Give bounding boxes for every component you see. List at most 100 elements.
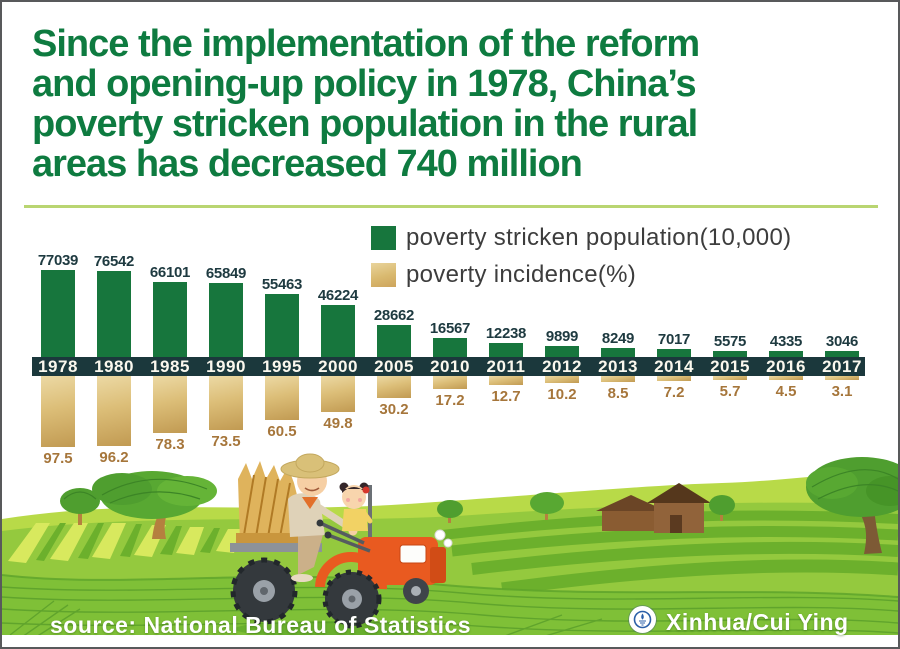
year-axis-label: 2016	[766, 357, 806, 376]
incidence-bar	[209, 376, 243, 430]
population-value-label: 76542	[93, 253, 135, 270]
population-value-label: 16567	[429, 320, 471, 337]
incidence-bar	[377, 376, 411, 398]
incidence-bar	[489, 376, 523, 385]
incidence-bar	[153, 376, 187, 433]
legend-label: poverty stricken population(10,000)	[406, 224, 792, 251]
year-axis-label: 1978	[38, 357, 78, 376]
incidence-value-label: 73.5	[211, 433, 241, 450]
population-value-label: 55463	[261, 276, 303, 293]
incidence-bar	[97, 376, 131, 446]
engine-body	[315, 519, 453, 590]
population-bar	[41, 270, 75, 357]
population-bar	[825, 351, 859, 357]
population-value-label: 4335	[769, 333, 803, 350]
year-axis-label: 2000	[318, 357, 358, 376]
incidence-value-label: 4.5	[775, 383, 797, 400]
chart-legend: poverty stricken population(10,000) pove…	[371, 224, 791, 298]
population-bar	[713, 351, 747, 357]
year-axis-label: 2017	[822, 357, 862, 376]
center-small-trees	[437, 492, 735, 523]
tan-swatch-icon	[371, 263, 396, 287]
incidence-value-label: 3.1	[831, 383, 853, 400]
incidence-bar	[321, 376, 355, 412]
population-bar	[97, 271, 131, 357]
incidence-bar	[769, 376, 803, 380]
year-axis-band	[32, 357, 865, 376]
population-value-label: 12238	[485, 325, 527, 342]
foreground-field	[2, 575, 898, 639]
legend-label: poverty incidence(%)	[406, 261, 637, 288]
legend-item-population: poverty stricken population(10,000)	[371, 224, 791, 252]
year-axis-label: 2015	[710, 357, 750, 376]
year-axis-label: 2014	[654, 357, 694, 376]
page-title: Since the implementation of the reform a…	[32, 24, 880, 184]
population-value-label: 9899	[545, 328, 579, 345]
bottom-margin	[2, 635, 898, 639]
incidence-value-label: 49.8	[323, 415, 353, 432]
incidence-bar	[825, 376, 859, 380]
incidence-value-label: 10.2	[547, 386, 577, 403]
big-left-tree-icon	[92, 471, 217, 539]
xinhua-globe-icon	[629, 606, 656, 633]
field-sketch-lines	[2, 586, 898, 638]
incidence-value-label: 97.5	[43, 450, 73, 467]
incidence-value-label: 60.5	[267, 423, 297, 440]
incidence-value-label: 5.7	[719, 383, 741, 400]
source-text: source: National Bureau of Statistics	[50, 612, 472, 638]
population-bar	[601, 348, 635, 357]
incidence-value-label: 30.2	[379, 401, 409, 418]
incidence-bar	[545, 376, 579, 383]
tractor-illustration	[230, 453, 453, 637]
population-value-label: 7017	[657, 331, 691, 348]
population-value-label: 46224	[317, 287, 359, 304]
incidence-value-label: 7.2	[663, 384, 685, 401]
title-line-3: poverty stricken population in the rural	[32, 103, 698, 145]
incidence-value-label: 12.7	[491, 388, 521, 405]
green-swatch-icon	[371, 226, 396, 250]
title-line-1: Since the implementation of the reform	[32, 23, 700, 65]
cart-bed	[230, 543, 322, 552]
incidence-value-label: 17.2	[435, 392, 465, 409]
year-axis-label: 2005	[374, 357, 414, 376]
population-bar	[769, 351, 803, 357]
incidence-bar	[433, 376, 467, 389]
divider-line	[24, 205, 878, 208]
population-bar	[377, 325, 411, 357]
year-axis-label: 1980	[94, 357, 134, 376]
population-value-label: 8249	[601, 330, 635, 347]
left-crop-stripes	[8, 523, 242, 563]
population-value-label: 28662	[373, 307, 415, 324]
population-value-label: 5575	[713, 333, 747, 350]
front-wheel	[403, 578, 429, 604]
incidence-value-label: 96.2	[99, 449, 129, 466]
incidence-value-label: 78.3	[155, 436, 185, 453]
title-line-2: and opening-up policy in 1978, China’s	[32, 63, 697, 105]
incidence-bar	[601, 376, 635, 382]
credit-text: Xinhua/Cui Ying	[666, 609, 849, 635]
rear-wheel	[230, 557, 298, 625]
farm-scene-illustration	[2, 453, 898, 639]
population-bar	[657, 349, 691, 357]
title-line-4: areas has decreased 740 million	[32, 143, 583, 185]
population-value-label: 3046	[825, 333, 859, 350]
year-axis-label: 1995	[262, 357, 302, 376]
incidence-value-label: 8.5	[607, 385, 629, 402]
small-tree-icon	[60, 488, 100, 525]
mid-wheel	[322, 569, 382, 629]
population-value-label: 65849	[205, 265, 247, 282]
legend-item-incidence: poverty incidence(%)	[371, 261, 791, 289]
population-bar	[545, 346, 579, 357]
left-dark-stripes	[36, 523, 220, 561]
population-value-label: 77039	[37, 252, 79, 269]
incidence-bar	[657, 376, 691, 381]
year-axis-label: 1985	[150, 357, 190, 376]
population-bar	[489, 343, 523, 357]
population-bar	[209, 283, 243, 357]
big-right-tree-icon	[806, 457, 898, 554]
farmhouse	[596, 483, 711, 533]
population-bar	[265, 294, 299, 357]
year-axis-label: 2013	[598, 357, 638, 376]
year-axis-label: 1990	[206, 357, 246, 376]
